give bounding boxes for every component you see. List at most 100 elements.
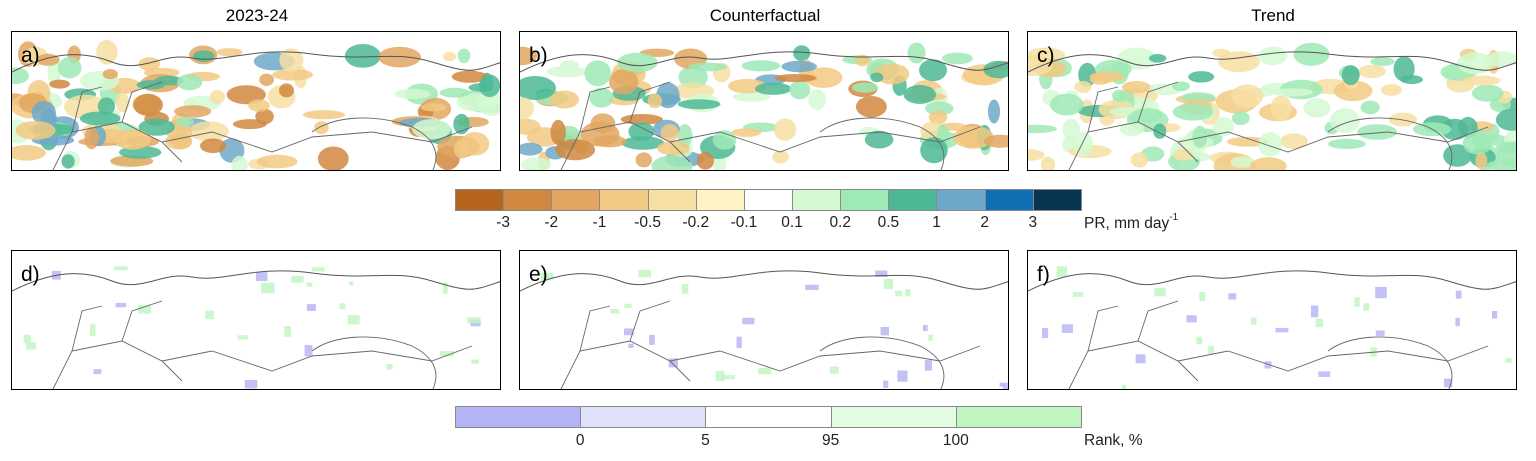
rank-patch bbox=[23, 334, 31, 344]
rank-patch bbox=[736, 336, 742, 348]
precip-map bbox=[1028, 42, 1516, 170]
field-blob bbox=[1357, 124, 1397, 140]
colorbar-cell bbox=[551, 189, 601, 211]
border-line bbox=[579, 81, 691, 163]
rank-patch bbox=[90, 324, 96, 336]
field-blob bbox=[546, 66, 587, 78]
field-blob bbox=[688, 62, 727, 72]
field-blob bbox=[1280, 133, 1308, 149]
field-blob bbox=[1028, 124, 1057, 134]
field-blob bbox=[188, 121, 229, 142]
rank-patch bbox=[1041, 328, 1049, 339]
field-blob bbox=[231, 155, 248, 170]
border-line bbox=[71, 300, 183, 382]
field-blob bbox=[279, 83, 294, 98]
border-line bbox=[1087, 300, 1199, 382]
rank-patch bbox=[114, 266, 128, 271]
field-blob bbox=[1192, 125, 1208, 148]
rank-patch bbox=[1363, 303, 1370, 311]
field-blob bbox=[1028, 55, 1053, 76]
precip-colorbar-title-main: PR, mm day bbox=[1084, 215, 1170, 233]
rank-patch bbox=[1199, 291, 1206, 302]
colorbar-cell bbox=[791, 189, 842, 211]
rank-map bbox=[12, 266, 500, 389]
field-blob bbox=[772, 150, 789, 164]
field-blob bbox=[521, 157, 552, 170]
field-blob bbox=[420, 103, 447, 112]
field-blob bbox=[344, 44, 381, 68]
field-blob bbox=[138, 57, 161, 71]
field-blob bbox=[1475, 152, 1488, 170]
rank-patch bbox=[715, 370, 725, 382]
field-blob bbox=[854, 54, 870, 67]
field-blob bbox=[657, 141, 690, 156]
field-blob bbox=[15, 121, 56, 140]
rank-patch bbox=[347, 314, 360, 325]
field-blob bbox=[920, 137, 948, 164]
field-blob bbox=[84, 127, 99, 150]
colorbar-cell bbox=[1032, 189, 1082, 211]
field-blob bbox=[781, 60, 817, 73]
field-blob bbox=[314, 121, 329, 135]
field-blob bbox=[102, 69, 118, 80]
field-blob bbox=[903, 85, 937, 104]
field-blob bbox=[1333, 80, 1373, 102]
field-blob bbox=[660, 124, 679, 142]
colorbar-tick-label: 2 bbox=[980, 214, 989, 231]
field-blob bbox=[589, 87, 614, 108]
rank-patch bbox=[624, 328, 634, 336]
border-line bbox=[1068, 121, 1489, 170]
coastline bbox=[12, 270, 500, 292]
rank-patch bbox=[1443, 378, 1453, 388]
panel-b-map: b) bbox=[519, 31, 1009, 171]
field-blob bbox=[193, 50, 215, 62]
panel-d-map: d) bbox=[11, 250, 501, 390]
rank-patch bbox=[1375, 330, 1385, 336]
field-blob bbox=[1040, 156, 1056, 170]
field-blob bbox=[731, 128, 761, 137]
rank-patch bbox=[244, 380, 258, 389]
rank-patch bbox=[311, 267, 325, 272]
colorbar-cell bbox=[599, 189, 649, 211]
rank-patch bbox=[883, 279, 894, 290]
field-blob bbox=[559, 60, 580, 71]
field-blob bbox=[1172, 103, 1214, 121]
field-blob bbox=[1218, 51, 1260, 73]
rank-map bbox=[520, 269, 1008, 389]
field-blob bbox=[555, 139, 596, 161]
rank-patch bbox=[624, 303, 632, 308]
field-blob bbox=[248, 99, 270, 112]
rank-patch bbox=[1121, 384, 1127, 389]
rank-patch bbox=[1318, 371, 1331, 377]
field-blob bbox=[378, 46, 421, 68]
field-blob bbox=[154, 75, 184, 86]
colorbar-tick-label: -0.5 bbox=[634, 214, 661, 231]
field-blob bbox=[628, 122, 655, 141]
field-blob bbox=[113, 129, 151, 150]
rank-patch bbox=[897, 370, 908, 382]
field-blob bbox=[870, 72, 884, 83]
field-blob bbox=[647, 93, 662, 109]
panel-a-map: a) bbox=[11, 31, 501, 171]
field-blob bbox=[1153, 123, 1167, 139]
field-blob bbox=[1497, 142, 1516, 168]
rank-patch bbox=[928, 334, 933, 341]
field-blob bbox=[177, 74, 203, 91]
field-blob bbox=[279, 48, 304, 72]
colorbar-tick-label: 5 bbox=[701, 432, 710, 449]
colorbar-tick-label: -1 bbox=[592, 214, 607, 231]
rank-patch bbox=[1056, 266, 1068, 277]
field-blob bbox=[317, 146, 349, 170]
field-blob bbox=[520, 142, 543, 156]
border-line bbox=[1327, 336, 1453, 389]
rank-patch bbox=[1072, 292, 1084, 297]
field-blob bbox=[983, 134, 1008, 148]
precip-colorbar-title-sup: -1 bbox=[1169, 212, 1179, 223]
precip-map bbox=[520, 42, 1008, 170]
field-blob bbox=[1231, 111, 1250, 126]
field-blob bbox=[1457, 52, 1494, 75]
rank-patch bbox=[1002, 382, 1008, 389]
border-line bbox=[71, 81, 183, 163]
rank-patch bbox=[1208, 345, 1214, 354]
field-blob bbox=[590, 113, 616, 133]
